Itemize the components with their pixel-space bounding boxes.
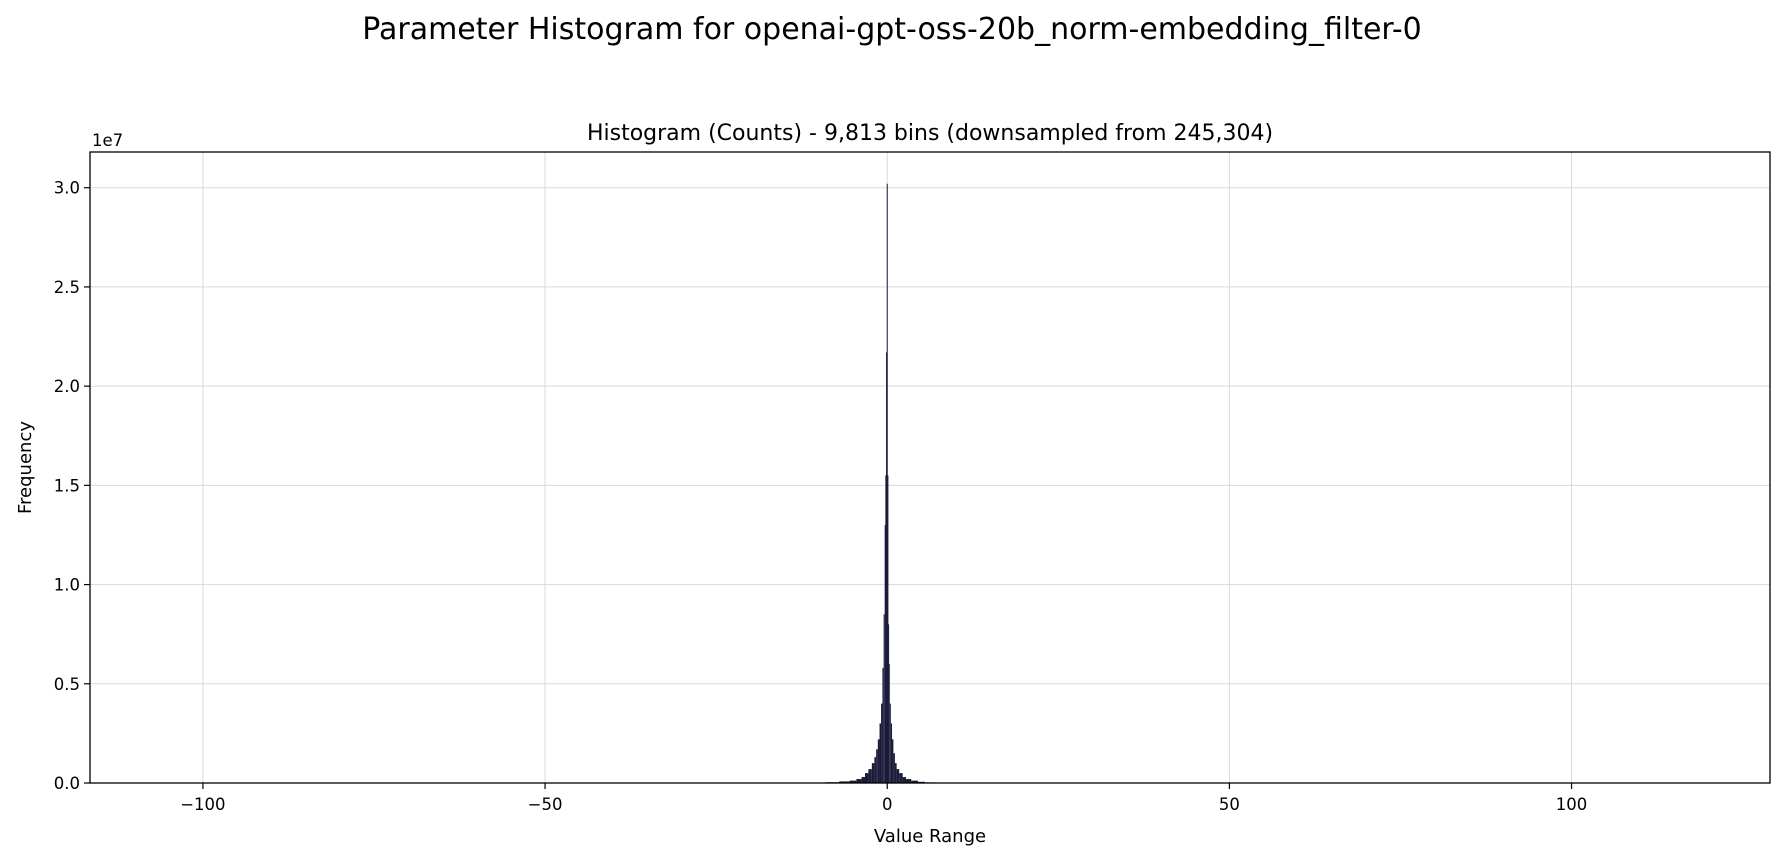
x-tick-label: 0 xyxy=(882,795,893,814)
x-axis-ticks: −100 −50 0 50 100 xyxy=(180,783,1587,814)
histogram-bar xyxy=(882,667,884,783)
y-tick-label: 2.0 xyxy=(54,377,80,396)
histogram-bar xyxy=(876,749,878,783)
y-tick-label: 1.5 xyxy=(54,476,80,495)
y-tick-label: 0.5 xyxy=(54,675,80,694)
histogram-bar xyxy=(888,624,890,783)
histogram-bar xyxy=(871,763,875,783)
histogram-bar xyxy=(861,777,865,783)
histogram-bar xyxy=(889,703,891,783)
histogram-bar xyxy=(896,769,900,783)
x-axis-label: Value Range xyxy=(874,826,986,847)
histogram-bar xyxy=(879,723,882,783)
y-tick-label: 2.5 xyxy=(54,278,80,297)
x-tick-label: −50 xyxy=(528,795,563,814)
histogram-bar xyxy=(874,757,877,783)
histogram-bar xyxy=(856,779,862,783)
plot-frame xyxy=(89,151,1771,784)
histogram-bars xyxy=(818,183,957,784)
grid-lines xyxy=(90,152,1770,784)
y-tick-label: 0.0 xyxy=(54,774,80,793)
figure-suptitle: Parameter Histogram for openai-gpt-oss-2… xyxy=(362,12,1422,47)
y-offset-label: 1e7 xyxy=(92,131,123,150)
histogram-bar xyxy=(881,703,883,783)
histogram-bar xyxy=(887,475,889,783)
histogram-bar xyxy=(906,779,912,783)
y-axis-label: Frequency xyxy=(15,421,36,514)
histogram-bar xyxy=(839,781,850,783)
histogram-bar xyxy=(893,753,895,783)
histogram-bar xyxy=(888,663,890,783)
x-tick-label: 100 xyxy=(1556,795,1588,814)
histogram-bar xyxy=(864,773,869,783)
histogram-bar xyxy=(886,183,888,784)
axes-title: Histogram (Counts) - 9,813 bins (downsam… xyxy=(587,121,1273,146)
histogram-bar xyxy=(849,780,857,783)
histogram-bar xyxy=(877,739,880,783)
x-tick-label: −100 xyxy=(180,795,225,814)
histogram-bar xyxy=(892,739,894,783)
histogram-bar xyxy=(899,773,903,783)
x-tick-label: 50 xyxy=(1219,795,1240,814)
y-axis-ticks: 0.0 0.5 1.0 1.5 2.0 2.5 3.0 xyxy=(54,179,90,793)
histogram-bar xyxy=(902,777,907,783)
histogram-bar xyxy=(883,614,885,783)
histogram-bar xyxy=(890,723,893,783)
histogram-bar xyxy=(886,352,888,783)
y-tick-label: 3.0 xyxy=(54,179,80,198)
histogram-bar xyxy=(884,525,886,783)
histogram-bar xyxy=(911,780,919,783)
histogram-bar xyxy=(868,769,872,783)
y-tick-label: 1.0 xyxy=(54,576,80,595)
histogram-bar xyxy=(894,763,897,783)
histogram-bar xyxy=(885,475,887,783)
